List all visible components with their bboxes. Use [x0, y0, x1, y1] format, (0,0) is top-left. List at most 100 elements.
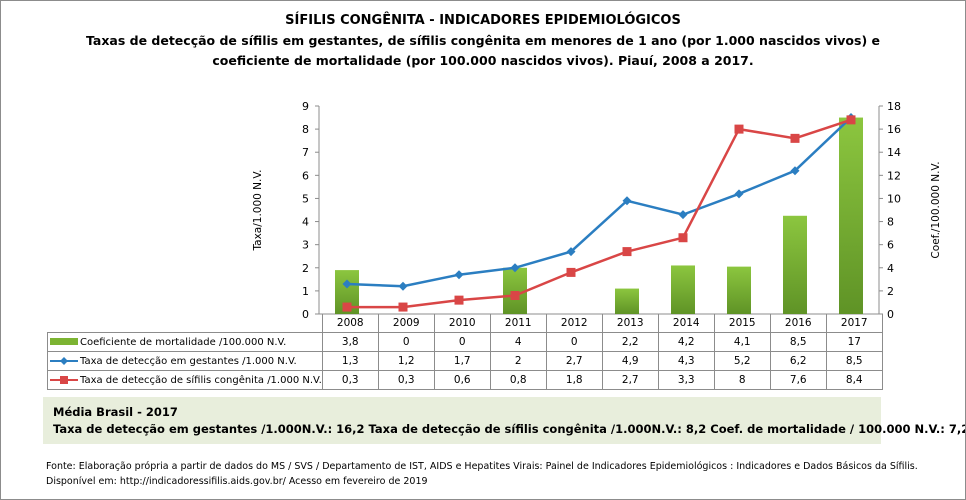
table-cell: 1,2	[377, 351, 435, 371]
right-tick-label: 18	[887, 100, 901, 113]
table-cell: 1,7	[433, 351, 491, 371]
point-diamond-2010	[454, 270, 464, 280]
table-cell: 2,2	[601, 332, 659, 352]
table-cell: 0	[433, 332, 491, 352]
data-table: 2008 2009 2010 2011 2012 2013 2014 2015 2016 2017…	[47, 314, 883, 390]
left-tick-label: 3	[302, 239, 309, 252]
chart-title: SÍFILIS CONGÊNITA - INDICADORES EPIDEMIO…	[285, 13, 681, 28]
right-tick-label: 10	[887, 192, 901, 205]
year-header: 2017	[825, 314, 883, 333]
point-diamond-2008	[342, 279, 352, 289]
year-header: 2013	[601, 314, 659, 333]
legend-key-diamond-line	[50, 356, 78, 365]
table-cell: 2	[489, 351, 547, 371]
brasil-average-box: Média Brasil - 2017 Taxa de detecção em …	[43, 397, 965, 444]
line-series-2	[347, 118, 852, 309]
table-cell: 8,4	[825, 370, 883, 390]
bar-2013	[615, 288, 639, 314]
left-tick-label: 5	[302, 192, 309, 205]
left-tick-label: 4	[302, 216, 309, 229]
table-cell: 0,3	[321, 370, 379, 390]
table-cell: 4,3	[657, 351, 715, 371]
bar-2015	[727, 266, 751, 314]
point-square-2009	[398, 302, 408, 312]
footer-source: Fonte: Elaboração própria a partir de da…	[46, 461, 918, 472]
series-name: Taxa de detecção em gestantes /1.000 N.V…	[80, 355, 297, 367]
table-cell: 1,3	[321, 351, 379, 371]
table-corner	[47, 314, 323, 333]
bar-2016	[783, 215, 807, 314]
bar-2017	[839, 117, 863, 314]
right-tick-label: 0	[887, 308, 894, 321]
year-header: 2010	[433, 314, 491, 333]
left-tick-label: 1	[302, 285, 309, 298]
left-tick-label: 6	[302, 169, 309, 182]
legend-key-square-line	[50, 375, 78, 384]
table-cell: 0,6	[433, 370, 491, 390]
table-cell: 0	[545, 332, 603, 352]
table-cell: 1,8	[545, 370, 603, 390]
right-tick-label: 4	[887, 262, 894, 275]
table-row: Coeficiente de mortalidade /100.000 N.V.…	[47, 332, 883, 352]
legend-entry: Coeficiente de mortalidade /100.000 N.V.	[47, 332, 323, 352]
table-cell: 0	[377, 332, 435, 352]
left-tick-label: 9	[302, 100, 309, 113]
point-square-2014	[678, 233, 688, 243]
point-square-2013	[622, 247, 632, 257]
table-row: Taxa de detecção em gestantes /1.000 N.V…	[47, 351, 883, 371]
year-header: 2014	[657, 314, 715, 333]
table-cell: 8,5	[769, 332, 827, 352]
table-cell: 2,7	[545, 351, 603, 371]
year-header: 2016	[769, 314, 827, 333]
table-row: Taxa de detecção de sífilis congênita /1…	[47, 370, 883, 390]
chart-subtitle-line1: Taxas de detecção de sífilis em gestante…	[85, 33, 881, 48]
table-cell: 17	[825, 332, 883, 352]
line-series-1	[346, 116, 852, 288]
right-tick-label: 8	[887, 216, 894, 229]
point-diamond-2016	[790, 166, 800, 176]
table-header-row: 2008 2009 2010 2011 2012 2013 2014 2015 2016 2017	[47, 314, 883, 333]
table-cell: 4,9	[601, 351, 659, 371]
left-tick-label: 2	[302, 262, 309, 275]
point-diamond-2012	[566, 247, 576, 257]
right-tick-label: 2	[887, 285, 894, 298]
brasil-title: Média Brasil - 2017	[53, 405, 178, 419]
series-name: Taxa de detecção de sífilis congênita /1…	[80, 374, 322, 386]
series-name: Coeficiente de mortalidade /100.000 N.V.	[80, 336, 287, 348]
table-cell: 4,1	[713, 332, 771, 352]
left-tick-label: 7	[302, 146, 309, 159]
left-tick-label: 8	[302, 123, 309, 136]
year-header: 2012	[545, 314, 603, 333]
right-tick-label: 12	[887, 169, 901, 182]
right-tick-label: 14	[887, 146, 901, 159]
right-tick-label: 6	[887, 239, 894, 252]
year-header: 2011	[489, 314, 547, 333]
point-square-2011	[510, 291, 520, 301]
point-diamond-2013	[622, 196, 632, 206]
table-cell: 0,3	[377, 370, 435, 390]
right-tick-label: 16	[887, 123, 901, 136]
brasil-values: Taxa de detecção em gestantes /1.000N.V.…	[53, 422, 966, 436]
footer-available: Disponível em: http://indicadoressifilis…	[46, 476, 428, 487]
table-cell: 2,7	[601, 370, 659, 390]
point-diamond-2015	[734, 189, 744, 199]
legend-key-bar	[50, 338, 78, 345]
bar-2014	[671, 265, 695, 314]
chart-subtitle-line2: coeficiente de mortalidade (por 100.000 …	[212, 53, 754, 68]
legend-entry: Taxa de detecção em gestantes /1.000 N.V…	[47, 351, 323, 371]
point-diamond-2009	[398, 281, 408, 291]
left-axis-title: Taxa/1.000 N.V.	[252, 169, 264, 251]
table-cell: 7,6	[769, 370, 827, 390]
point-square-2012	[566, 267, 576, 277]
point-diamond-2011	[510, 263, 520, 273]
table-cell: 8,5	[825, 351, 883, 371]
table-cell: 4	[489, 332, 547, 352]
table-cell: 8	[713, 370, 771, 390]
year-header: 2015	[713, 314, 771, 333]
table-cell: 3,8	[321, 332, 379, 352]
point-square-2017	[846, 115, 856, 125]
table-cell: 0,8	[489, 370, 547, 390]
point-square-2010	[454, 295, 464, 305]
